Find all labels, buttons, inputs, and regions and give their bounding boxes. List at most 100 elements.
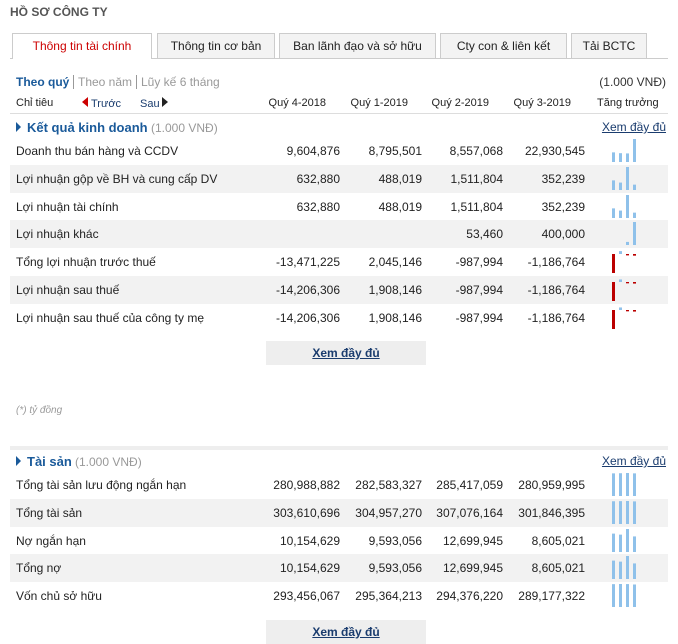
col-header: Quý 2-2019 [431, 97, 489, 109]
section-icon [16, 456, 21, 466]
cell: 488,019 [378, 171, 422, 186]
cell: 8,605,021 [531, 533, 585, 548]
spark-bar [619, 584, 622, 608]
unit: (1.000 VNĐ) [599, 75, 666, 89]
note: (*) tỷ đồng [16, 405, 63, 416]
sparkline [612, 528, 636, 552]
arrow [162, 97, 168, 107]
sparkline [626, 222, 636, 246]
section-title: Kết quả kinh doanh [27, 120, 148, 135]
period-tab[interactable]: Theo quý [16, 75, 70, 89]
cell: 352,239 [541, 199, 585, 214]
cell: -1,186,764 [527, 255, 585, 270]
row-bg [10, 220, 668, 249]
col-label: Chỉ tiêu [16, 97, 54, 109]
spark-bar [612, 282, 615, 301]
spark-bar [612, 254, 615, 274]
spark-bar [626, 584, 629, 608]
spark-bar [619, 153, 622, 162]
spark-bar [619, 251, 622, 255]
spark-bar [619, 500, 622, 524]
sparkline [612, 166, 636, 190]
spark-bar [626, 166, 629, 190]
row-label: Tổng tài sản [16, 505, 83, 520]
see-more-button[interactable]: Xem đầy đủ [266, 620, 426, 644]
spark-bar [633, 139, 636, 162]
sparkline [612, 556, 636, 580]
tab[interactable]: Thông tin cơ bản [157, 33, 275, 58]
section-bar [10, 446, 668, 450]
see-more-link[interactable]: Xem đầy đủ [601, 120, 666, 134]
row-label: Tổng lợi nhuận trước thuế [16, 255, 156, 270]
see-more-button[interactable]: Xem đầy đủ [266, 341, 426, 365]
cell: 307,076,164 [436, 505, 503, 520]
cell: 295,364,213 [355, 589, 422, 604]
cell: 294,376,220 [436, 589, 503, 604]
section-unit: (1.000 VNĐ) [151, 121, 218, 135]
tab-line [10, 58, 668, 59]
cell: 303,610,696 [273, 505, 340, 520]
spark-bar [633, 282, 636, 284]
next[interactable]: Sau [140, 98, 160, 110]
spark-bar [612, 309, 615, 329]
see-more-link[interactable]: Xem đầy đủ [601, 454, 666, 468]
sparkline [612, 500, 636, 524]
row-bg [10, 276, 668, 304]
col-header: Quý 3-2019 [513, 97, 571, 109]
spark-bar [626, 473, 629, 496]
cell: 8,795,501 [368, 144, 422, 158]
tab[interactable]: Tải BCTC [571, 33, 647, 58]
spark-bar [633, 536, 636, 552]
tab[interactable]: Thông tin tài chính [12, 33, 152, 59]
cell: 10,154,629 [279, 533, 340, 548]
spark-bar [619, 182, 622, 190]
sparkline [612, 139, 636, 162]
cell: -13,471,225 [275, 255, 340, 270]
spark-bar [619, 562, 622, 580]
cell: 12,699,945 [442, 561, 503, 576]
row-label: Tổng nợ [16, 561, 62, 576]
period-tab[interactable]: Theo năm [73, 75, 132, 89]
sparkline [612, 473, 636, 496]
sparkline [612, 279, 636, 301]
period-tab[interactable]: Lũy kế 6 tháng [136, 75, 220, 89]
cell: 1,511,804 [450, 171, 504, 186]
spark-bar [633, 584, 636, 608]
spark-bar [612, 533, 615, 552]
spark-bar [619, 473, 622, 496]
cell: 285,417,059 [436, 478, 503, 492]
cell: -987,994 [455, 283, 503, 297]
spark-bar [612, 561, 615, 580]
col-header: Quý 1-2019 [350, 97, 408, 109]
spark-bar [626, 282, 629, 284]
spark-bar [612, 501, 615, 524]
cell: 8,605,021 [531, 561, 585, 576]
cell: 632,880 [296, 199, 340, 214]
cell: 304,957,270 [355, 505, 422, 520]
tab[interactable]: Ban lãnh đạo và sở hữu [279, 33, 436, 58]
row-label: Tổng tài sản lưu động ngắn hạn [16, 478, 187, 492]
section-unit: (1.000 VNĐ) [75, 455, 142, 469]
prev[interactable]: Trước [91, 98, 122, 110]
cell: 12,699,945 [442, 533, 503, 548]
cell: -1,186,764 [527, 283, 585, 297]
spark-bar [633, 501, 636, 524]
cell: 488,019 [378, 199, 422, 214]
cell: 301,846,395 [518, 505, 585, 520]
row-label: Lợi nhuận khác [16, 227, 99, 242]
tab[interactable]: Cty con & liên kết [440, 33, 567, 58]
cell: -14,206,306 [275, 283, 340, 297]
sparkline [612, 584, 636, 608]
arrow [82, 97, 88, 107]
cell: 352,239 [541, 171, 585, 186]
row-label: Vốn chủ sở hữu [16, 589, 102, 604]
row-label: Lợi nhuận tài chính [16, 199, 119, 214]
cell: -1,186,764 [527, 310, 585, 325]
cell: 10,154,629 [279, 561, 340, 576]
spark-bar [619, 534, 622, 552]
cell: 53,460 [466, 227, 503, 242]
cell: 8,557,068 [449, 144, 503, 158]
cell: -14,206,306 [275, 310, 340, 325]
row-label: Lợi nhuận sau thuế của công ty mẹ [16, 310, 204, 325]
spark-bar [619, 307, 622, 310]
